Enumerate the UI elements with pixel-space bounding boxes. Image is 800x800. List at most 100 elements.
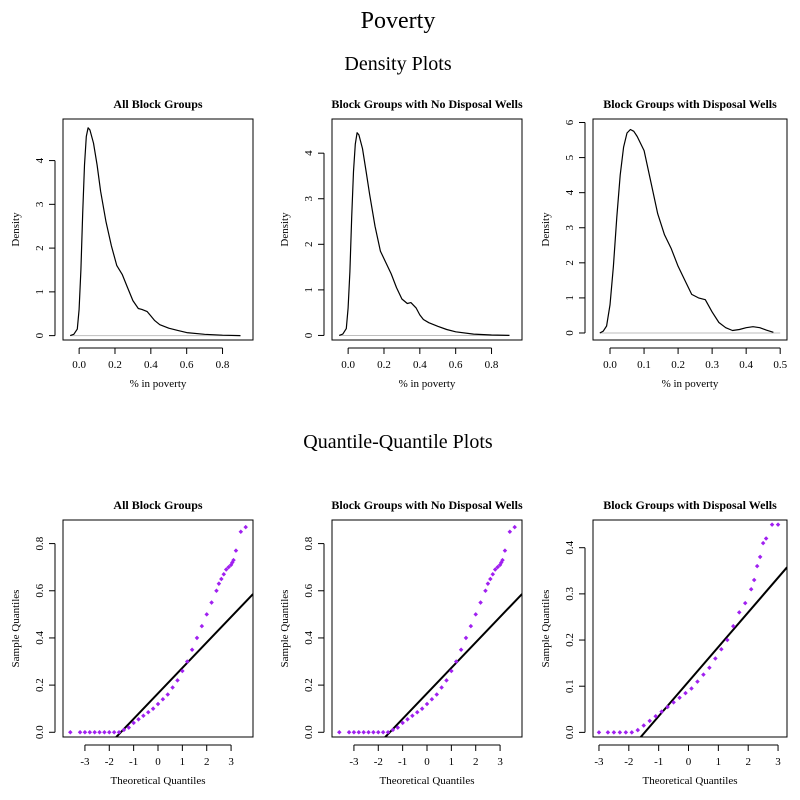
- qq-point: [214, 588, 219, 594]
- qq-point: [507, 529, 513, 535]
- qq-point: [671, 700, 676, 705]
- x-tick-label: 2: [745, 756, 751, 768]
- y-tick-label: 4: [564, 189, 576, 195]
- y-axis-label: Density: [279, 212, 291, 247]
- qq-point: [458, 647, 464, 652]
- qq-point: [136, 717, 141, 722]
- x-tick-label: -2: [105, 756, 114, 768]
- density-panel-all: All Block Groups % in poverty Density 0.0 0.…: [10, 97, 254, 390]
- x-tick-label: -2: [624, 756, 633, 768]
- panel-title: Block Groups with No Disposal Wells: [331, 498, 523, 512]
- plot-area: [599, 128, 781, 334]
- plot-frame: [592, 118, 788, 341]
- qq-point: [719, 647, 724, 652]
- x-tick-label: 0: [686, 756, 692, 768]
- qq-point: [495, 564, 500, 570]
- qq-point: [490, 571, 496, 577]
- qq-point: [748, 586, 754, 592]
- qq-point: [453, 659, 459, 664]
- qq-point: [175, 678, 180, 683]
- y-axis-label: Sample Quantiles: [279, 590, 291, 668]
- qq-point: [82, 730, 88, 735]
- panel-title: Block Groups with No Disposal Wells: [331, 97, 523, 111]
- y-tick-label: 0.0: [564, 725, 576, 739]
- qq-point: [429, 696, 435, 702]
- y-tick-label: 0.0: [303, 725, 315, 739]
- qq-point: [199, 623, 205, 629]
- qq-point: [736, 610, 742, 615]
- qq-point: [742, 600, 748, 606]
- x-tick-label: 0.0: [603, 359, 617, 371]
- x-tick-label: 3: [775, 756, 781, 768]
- x-tick-label: 0.0: [72, 359, 86, 371]
- qq-point: [683, 690, 688, 696]
- y-tick-label: 0.4: [303, 631, 315, 645]
- qq-point: [376, 730, 381, 735]
- x-tick-label: 3: [228, 756, 234, 768]
- plot-area: [69, 127, 241, 337]
- qq-point: [763, 536, 769, 541]
- qq-point: [209, 600, 214, 605]
- x-tick-label: -3: [80, 756, 90, 768]
- qq-point: [611, 730, 617, 735]
- qq-point: [361, 730, 366, 735]
- panel-title: All Block Groups: [113, 97, 202, 111]
- qq-point: [695, 679, 700, 684]
- qq-point: [629, 730, 635, 735]
- qq-point: [356, 730, 362, 735]
- figure-title: Poverty: [361, 8, 436, 34]
- y-tick-label: 6: [564, 119, 576, 125]
- qq-point: [689, 686, 694, 691]
- y-tick-label: 1: [34, 289, 46, 295]
- qq-reference-line: [639, 566, 787, 737]
- qq-point: [150, 706, 156, 711]
- qq-point: [424, 701, 430, 707]
- qq-point: [346, 730, 352, 735]
- density-curve: [599, 128, 774, 334]
- qq-point: [701, 672, 706, 677]
- qq-reference-line: [383, 593, 522, 737]
- qq-point: [760, 540, 766, 546]
- qq-point: [145, 709, 151, 715]
- qq-point: [596, 730, 602, 735]
- x-tick-label: -1: [654, 756, 663, 768]
- x-tick-label: 0.8: [216, 359, 230, 371]
- x-tick-label: 1: [180, 756, 186, 768]
- x-tick-label: 0.5: [773, 359, 787, 371]
- y-tick-label: 2: [564, 260, 576, 266]
- qq-point: [488, 576, 493, 582]
- qq-point: [439, 685, 444, 690]
- plot-frame: [331, 519, 523, 738]
- qq-point: [478, 600, 483, 605]
- qq-point: [500, 557, 505, 563]
- qq-point: [492, 567, 498, 572]
- y-tick-label: 2: [303, 242, 315, 248]
- qq-point: [170, 685, 175, 690]
- y-tick-label: 0.2: [564, 633, 576, 647]
- y-tick-label: 0: [34, 332, 46, 338]
- qq-point: [102, 730, 107, 735]
- y-tick-label: 3: [303, 195, 315, 201]
- x-tick-label: 0.8: [485, 359, 499, 371]
- qq-point: [165, 692, 171, 697]
- qq-panel-all: All Block Groups Theoretical Quantiles Sam…: [10, 498, 254, 787]
- y-tick-label: 0.6: [34, 583, 46, 597]
- qq-point: [757, 554, 763, 560]
- qq-point: [111, 730, 117, 735]
- qq-point: [219, 576, 224, 582]
- y-tick-label: 0.4: [564, 540, 576, 554]
- x-tick-label: 0.2: [377, 359, 391, 371]
- plot-area: [337, 524, 522, 737]
- y-tick-label: 4: [34, 157, 46, 163]
- x-tick-label: 0.2: [671, 359, 685, 371]
- density-curve: [69, 127, 241, 337]
- qq-point: [677, 695, 682, 701]
- qq-point: [414, 709, 420, 715]
- qq-section-title: Quantile-Quantile Plots: [303, 431, 493, 453]
- y-axis-label: Sample Quantiles: [10, 590, 22, 668]
- density-panel-no-wells: Block Groups with No Disposal Wells % in …: [279, 97, 523, 390]
- y-axis-label: Sample Quantiles: [540, 590, 552, 668]
- x-tick-label: 0.0: [341, 359, 355, 371]
- panel-title: Block Groups with Disposal Wells: [603, 498, 777, 512]
